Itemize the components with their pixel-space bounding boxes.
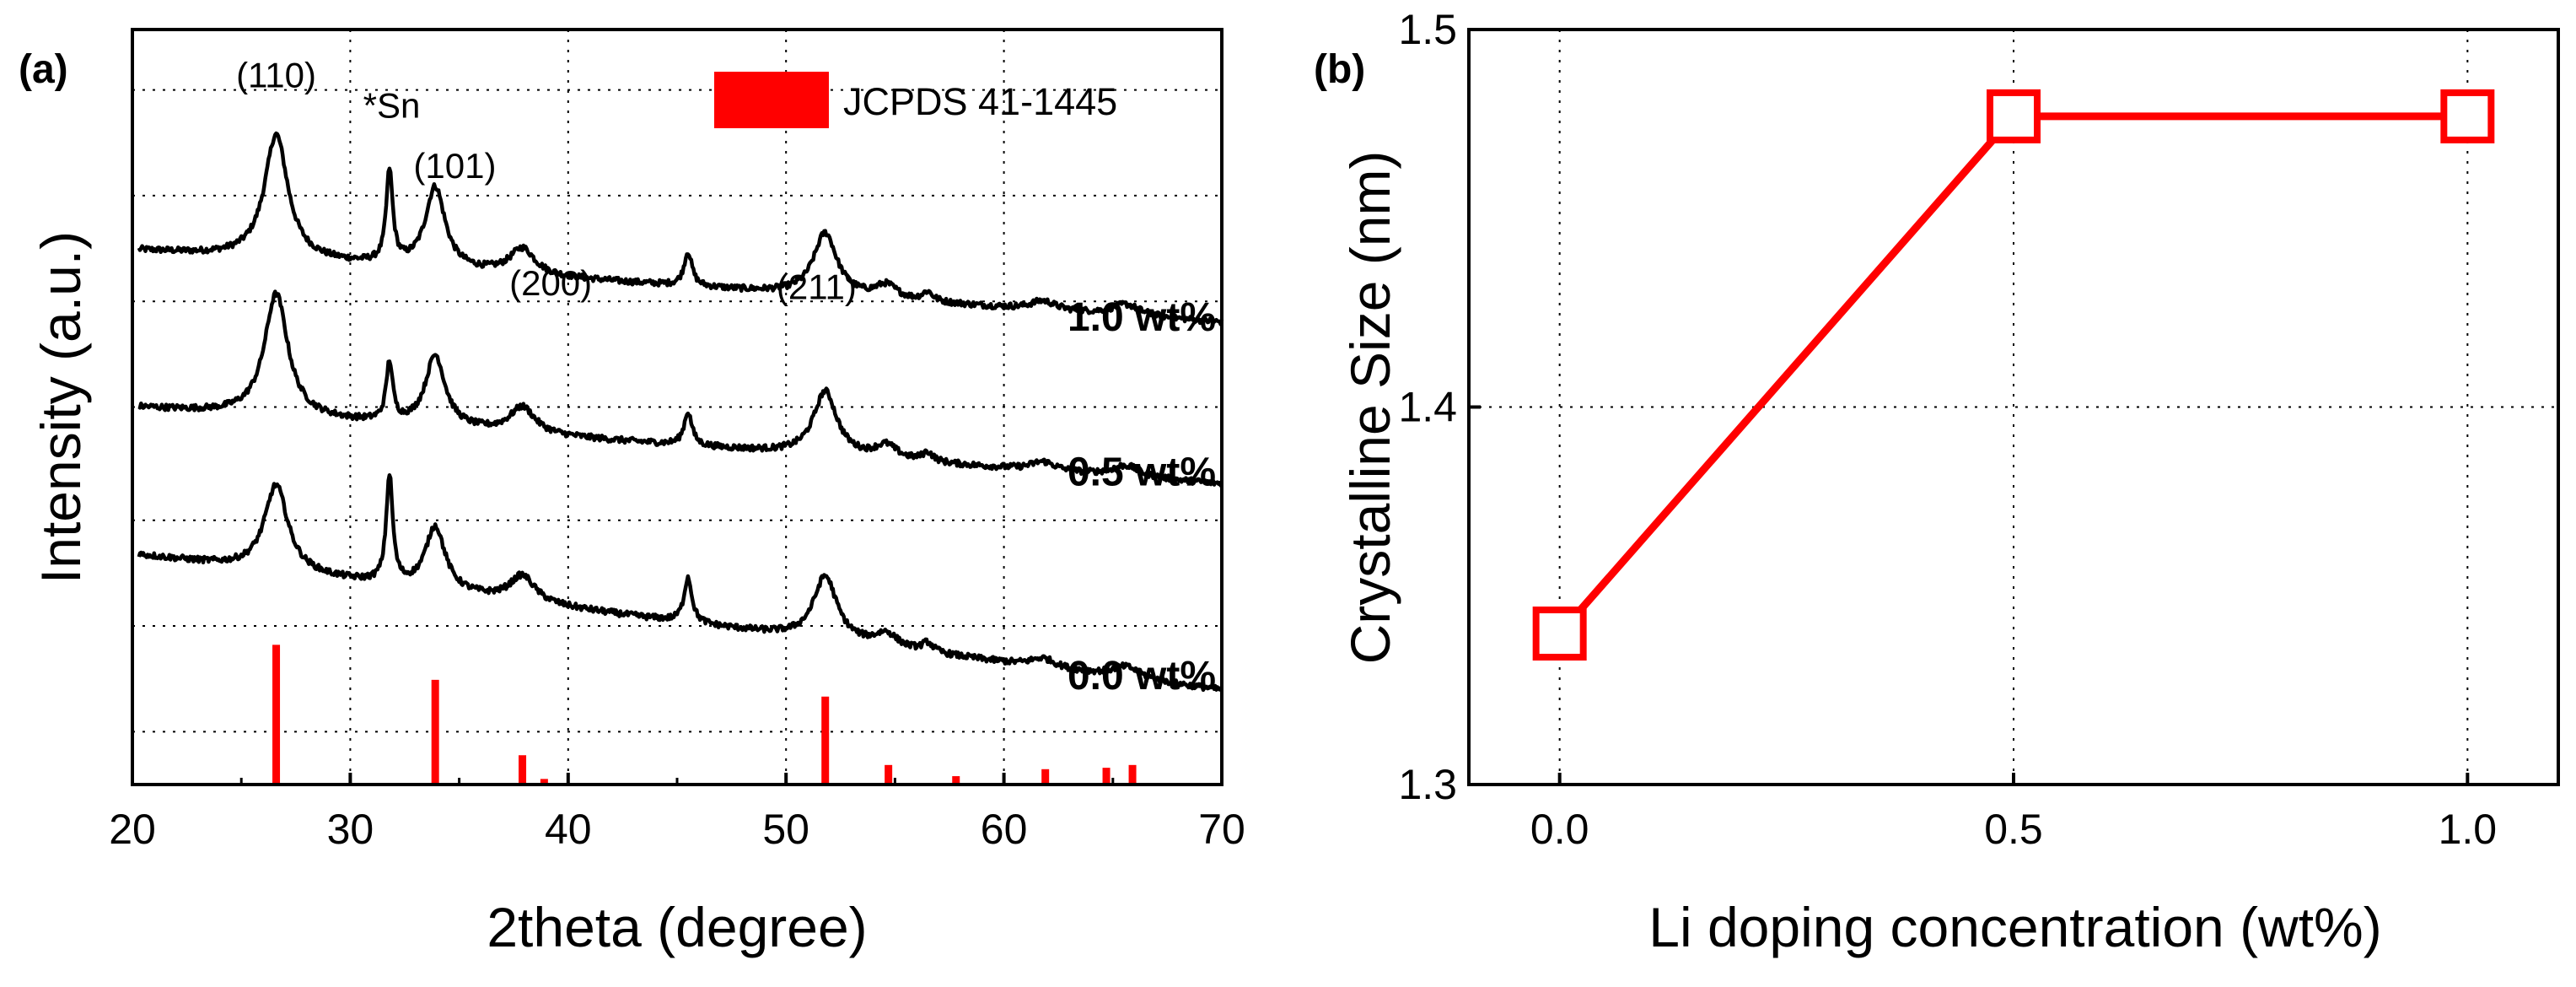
panel-a-x-axis-label: 2theta (degree) bbox=[487, 896, 867, 958]
panel-b-x-axis-label: Li doping concentration (wt%) bbox=[1648, 896, 2381, 958]
series-label: 0.5 wt% bbox=[1068, 450, 1216, 495]
xrd-pattern-line bbox=[137, 289, 1224, 488]
series-label: 0.0 wt% bbox=[1068, 654, 1216, 698]
y-tick-label: 1.4 bbox=[1398, 384, 1457, 431]
panel-a-reference-peaks bbox=[272, 645, 1137, 785]
panel-b-series bbox=[1532, 89, 2495, 661]
panel-b-y-axis-label: Crystalline Size (nm) bbox=[1339, 151, 1401, 665]
legend-label: JCPDS 41-1445 bbox=[843, 80, 1117, 123]
x-tick-label: 20 bbox=[109, 806, 156, 853]
xrd-pattern-line bbox=[137, 131, 1224, 326]
legend-swatch bbox=[714, 72, 829, 128]
y-tick-label: 1.5 bbox=[1398, 6, 1457, 53]
panel-a-y-axis-label: Intensity (a.u.) bbox=[30, 231, 92, 584]
peak-annotation: (101) bbox=[413, 146, 496, 186]
panel-a-series-labels: 1.0 wt% 0.5 wt% 0.0 wt% bbox=[1068, 295, 1216, 698]
y-tick-label: 1.3 bbox=[1398, 761, 1457, 808]
panel-a-series bbox=[137, 131, 1224, 693]
panel-a-label: (a) bbox=[19, 47, 68, 92]
panel-a-legend: JCPDS 41-1445 bbox=[714, 72, 1117, 128]
peak-annotation: (211) bbox=[777, 267, 857, 306]
panel-b-y-ticks: 1.3 1.4 1.5 bbox=[1398, 6, 1481, 808]
x-tick-label: 70 bbox=[1198, 806, 1245, 853]
peak-annotation: (110) bbox=[236, 56, 316, 95]
panel-a-x-ticks: 20 30 40 50 60 70 bbox=[109, 773, 1245, 853]
panel-b-x-ticks: 0.0 0.5 1.0 bbox=[1530, 773, 2497, 853]
panel-b-label: (b) bbox=[1314, 47, 1365, 92]
panel-a: (a) (110) *Sn (101) (200) (211) 1.0 wt% 0.5 w… bbox=[19, 28, 1245, 958]
panel-a-annotations: (110) *Sn (101) (200) (211) bbox=[236, 56, 857, 307]
peak-annotation: *Sn bbox=[363, 86, 421, 126]
panel-b: (b) 0.0 0.5 1.0 1.3 1.4 1.5 Li doping concen… bbox=[1314, 6, 2560, 958]
xrd-pattern-line bbox=[137, 472, 1224, 693]
panel-a-grid bbox=[132, 30, 1222, 785]
x-tick-label: 0.0 bbox=[1530, 806, 1589, 853]
x-tick-label: 40 bbox=[545, 806, 592, 853]
data-point-marker bbox=[2440, 89, 2495, 143]
peak-annotation: (200) bbox=[509, 263, 592, 303]
data-point-marker bbox=[1987, 89, 2041, 143]
x-tick-label: 1.0 bbox=[2439, 806, 2498, 853]
series-label: 1.0 wt% bbox=[1068, 295, 1216, 340]
x-tick-label: 60 bbox=[981, 806, 1028, 853]
data-point-marker bbox=[1532, 607, 1587, 661]
x-tick-label: 0.5 bbox=[1984, 806, 2043, 853]
x-tick-label: 30 bbox=[327, 806, 374, 853]
x-tick-label: 50 bbox=[762, 806, 809, 853]
